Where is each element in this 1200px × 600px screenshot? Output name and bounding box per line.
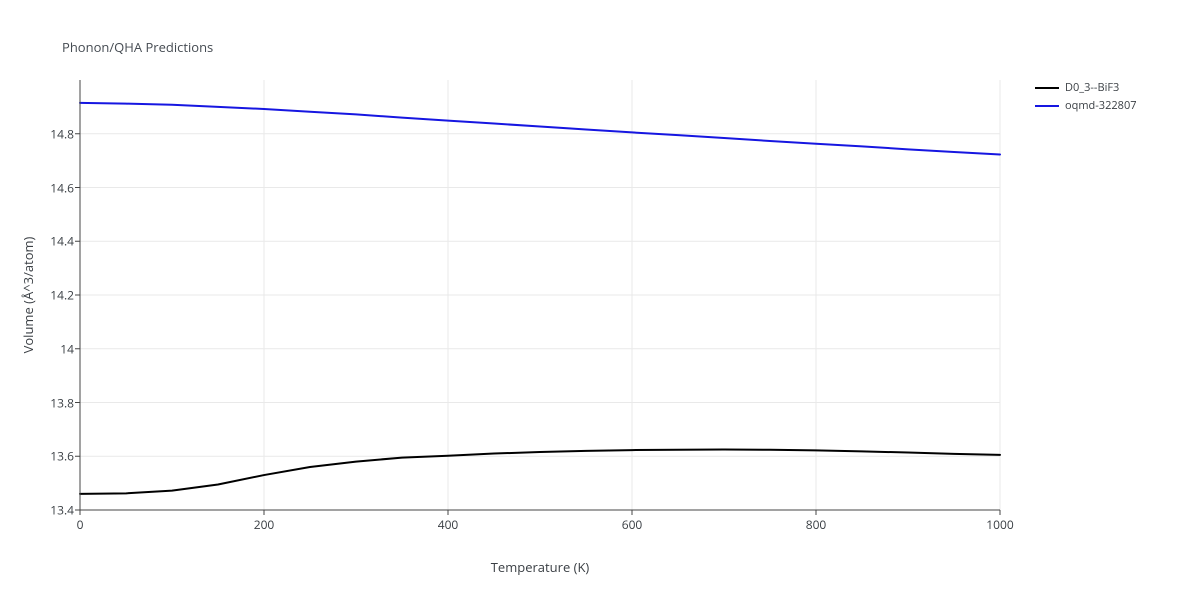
y-tick-label: 13.4 — [50, 502, 80, 519]
x-tick-label: 600 — [622, 510, 643, 533]
plot-area: 0200400600800100013.413.613.81414.214.41… — [80, 80, 1000, 510]
y-tick-label: 14.4 — [50, 233, 80, 250]
legend: D0_3--BiF3 oqmd-322807 — [1035, 80, 1137, 116]
y-tick-label: 13.6 — [50, 448, 80, 465]
chart-title: Phonon/QHA Predictions — [62, 38, 213, 56]
y-tick-label: 13.8 — [50, 394, 80, 411]
x-axis-label: Temperature (K) — [491, 558, 590, 576]
x-tick-label: 200 — [254, 510, 275, 533]
chart-svg — [80, 80, 1000, 510]
y-axis-label: Volume (Å^3/atom) — [19, 237, 37, 354]
y-tick-label: 14.2 — [50, 287, 80, 304]
legend-swatch — [1035, 87, 1059, 89]
x-tick-label: 800 — [806, 510, 827, 533]
legend-item[interactable]: D0_3--BiF3 — [1035, 80, 1137, 95]
y-tick-label: 14.6 — [50, 179, 80, 196]
legend-label: D0_3--BiF3 — [1065, 80, 1119, 95]
x-tick-label: 400 — [438, 510, 459, 533]
x-tick-label: 1000 — [986, 510, 1013, 533]
legend-label: oqmd-322807 — [1065, 98, 1137, 113]
series-line — [80, 103, 1000, 155]
legend-swatch — [1035, 105, 1059, 107]
y-tick-label: 14.8 — [50, 125, 80, 142]
legend-item[interactable]: oqmd-322807 — [1035, 98, 1137, 113]
y-tick-label: 14 — [60, 340, 80, 357]
